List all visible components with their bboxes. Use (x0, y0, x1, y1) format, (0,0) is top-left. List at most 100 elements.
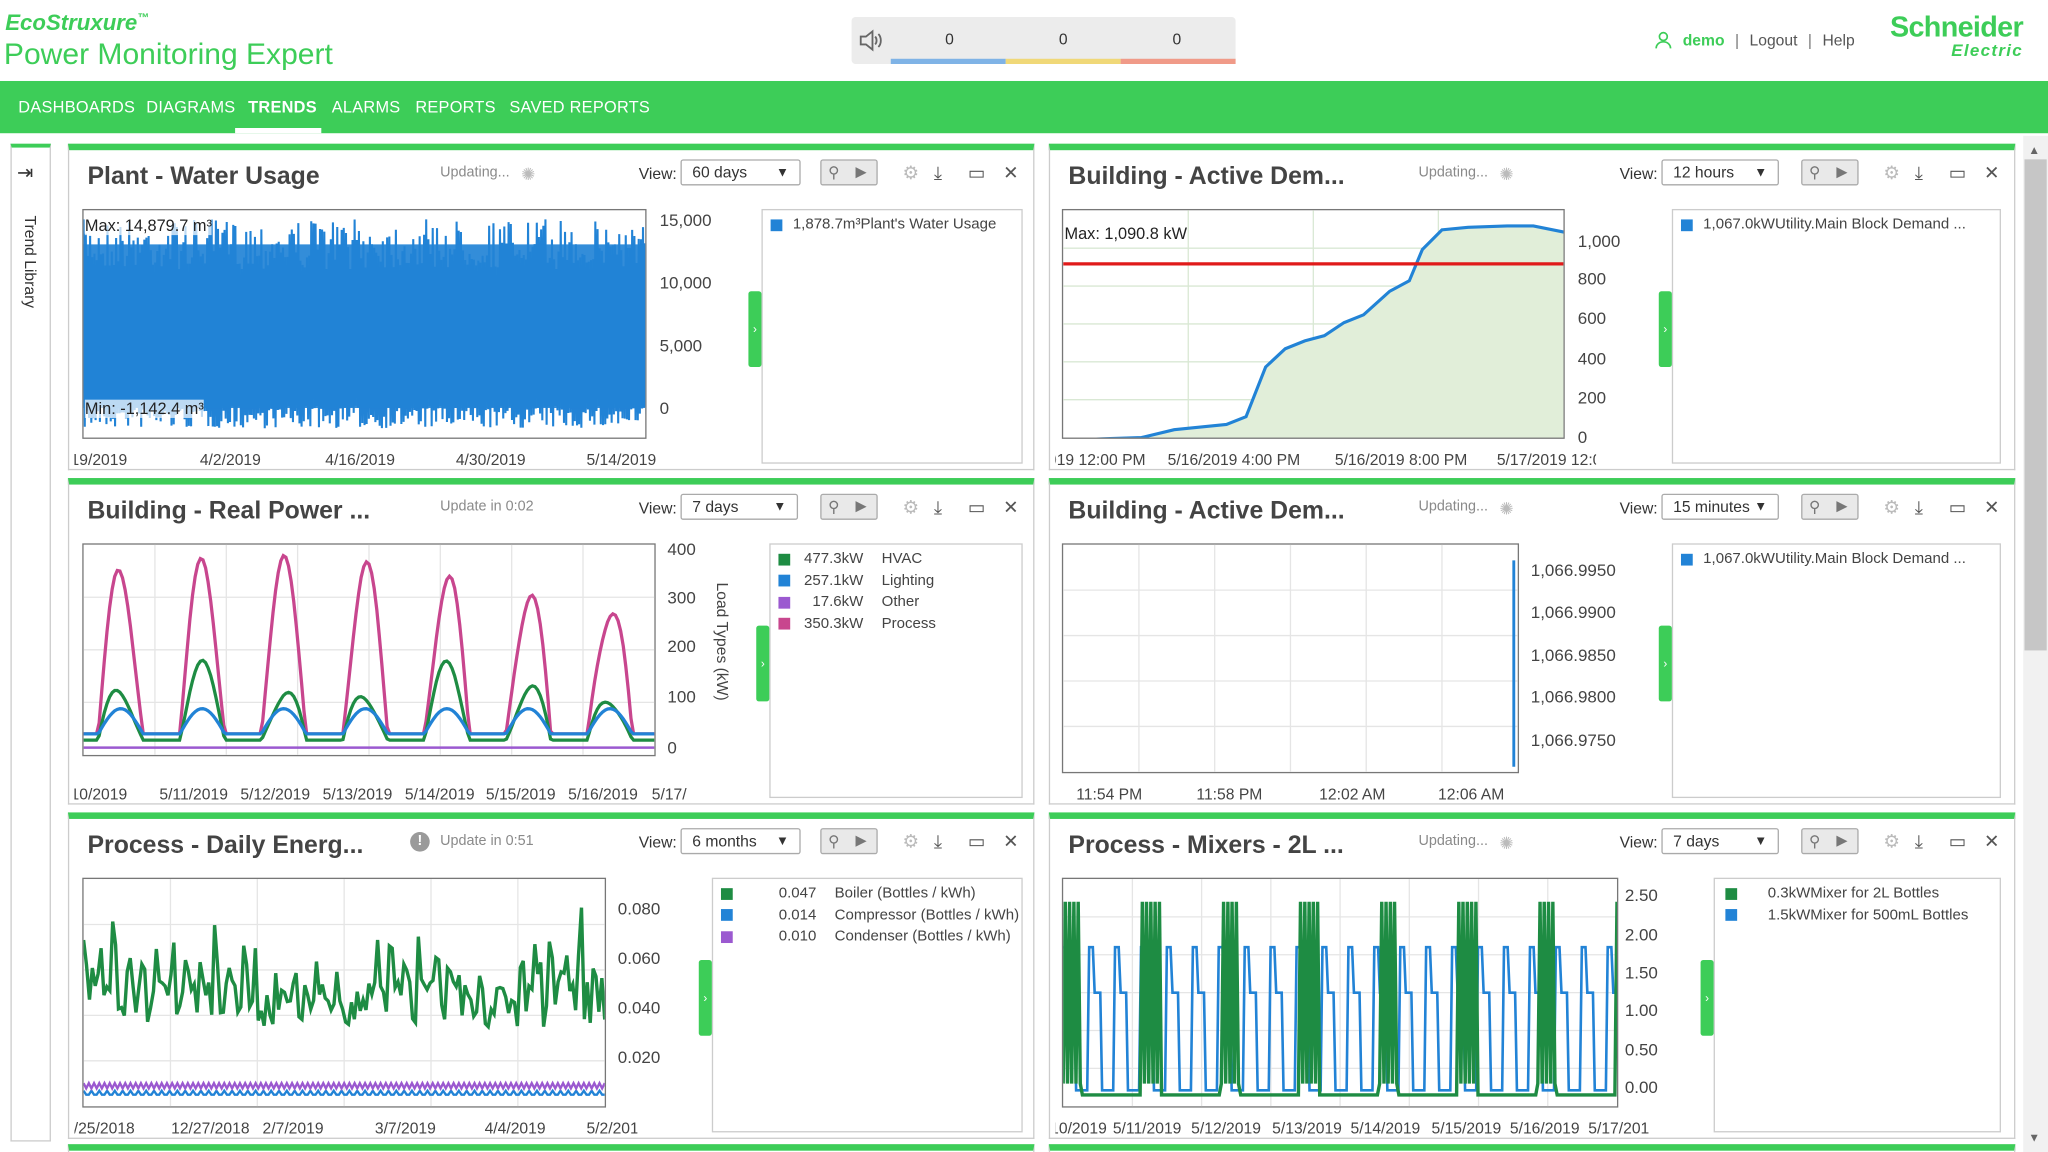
legend-item[interactable]: 257.1kW Lighting (778, 571, 934, 589)
maximize-icon[interactable]: ▭ (1948, 161, 1967, 183)
chevron-right-icon[interactable]: › (748, 291, 762, 368)
nav-diagrams[interactable]: DIAGRAMS (146, 97, 236, 117)
maximize-icon[interactable]: ▭ (1948, 496, 1967, 518)
alarm-summary-bar[interactable]: 0 0 0 (851, 16, 1236, 64)
help-link[interactable]: Help (1822, 31, 1855, 50)
scrollbar-thumb[interactable] (2024, 159, 2047, 651)
view-select[interactable]: 7 days ▼ (680, 493, 799, 520)
nav-trends[interactable]: TRENDS (248, 97, 317, 117)
legend-item[interactable]: 1,067.0kW Utility.Main Block Demand ... (1680, 550, 1966, 568)
chart-plot-area[interactable] (82, 877, 607, 1108)
panel-title[interactable]: Building - Real Power ... (87, 497, 371, 526)
gear-icon[interactable]: ⚙ (1883, 830, 1900, 852)
chevron-right-icon[interactable]: › (698, 959, 712, 1036)
chart-plot-area[interactable] (1061, 543, 1520, 774)
panel-title[interactable]: Building - Active Dem... (1068, 497, 1345, 526)
magnifier-icon[interactable]: ⚲ (828, 163, 840, 182)
view-select[interactable]: 12 hours ▼ (1661, 159, 1779, 186)
zoom-controls[interactable]: ⚲ ▶ (1801, 493, 1859, 520)
legend-item[interactable]: 17.6kW Other (778, 593, 919, 611)
play-icon[interactable]: ▶ (1836, 164, 1848, 181)
close-icon[interactable]: ✕ (1003, 496, 1019, 518)
chevron-right-icon[interactable]: › (1658, 625, 1672, 702)
scroll-up-arrow[interactable]: ▲ (2028, 143, 2041, 157)
download-icon[interactable]: ⤓ (1914, 161, 1923, 183)
magnifier-icon[interactable]: ⚲ (1808, 831, 1821, 851)
panel-title[interactable]: Building - Active Dem... (1068, 163, 1345, 191)
magnifier-icon[interactable]: ⚲ (828, 497, 840, 516)
play-icon[interactable]: ▶ (1836, 833, 1848, 849)
maximize-icon[interactable]: ▭ (967, 496, 986, 518)
nav-alarms[interactable]: ALARMS (331, 97, 401, 117)
panel-title[interactable]: Process - Daily Energ... (87, 831, 364, 860)
legend-item[interactable]: 0.010 Condenser (Bottles / kWh) (720, 927, 1011, 945)
chart-plot-area[interactable] (1061, 208, 1565, 439)
download-icon[interactable]: ⤓ (1914, 496, 1923, 518)
nav-dashboards[interactable]: DASHBOARDS (18, 97, 136, 117)
legend-item[interactable]: 1.5kW Mixer for 500mL Bottles (1725, 906, 1968, 924)
download-icon[interactable]: ⤓ (933, 161, 942, 183)
alarm-count-low[interactable]: 0 (945, 30, 954, 49)
username[interactable]: demo (1682, 31, 1725, 50)
download-icon[interactable]: ⤓ (1914, 830, 1923, 852)
logout-link[interactable]: Logout (1749, 31, 1798, 50)
zoom-controls[interactable]: ⚲ ▶ (820, 159, 878, 186)
chevron-right-icon[interactable]: › (1658, 291, 1672, 368)
nav-reports[interactable]: REPORTS (415, 97, 496, 117)
gear-icon[interactable]: ⚙ (1883, 496, 1900, 518)
close-icon[interactable]: ✕ (1003, 830, 1019, 852)
alarm-count-high[interactable]: 0 (1172, 30, 1182, 49)
speaker-icon[interactable] (857, 27, 886, 53)
legend-item[interactable]: 350.3kW Process (778, 615, 936, 633)
nav-saved-reports[interactable]: SAVED REPORTS (509, 97, 651, 117)
magnifier-icon[interactable]: ⚲ (828, 831, 840, 851)
play-icon[interactable]: ▶ (855, 164, 867, 181)
close-icon[interactable]: ✕ (1983, 830, 2000, 852)
close-icon[interactable]: ✕ (1003, 161, 1019, 183)
zoom-controls[interactable]: ⚲ ▶ (1801, 828, 1859, 855)
view-select[interactable]: 6 months ▼ (680, 828, 801, 855)
close-icon[interactable]: ✕ (1983, 496, 2000, 518)
info-icon[interactable]: ! (410, 831, 430, 852)
view-select[interactable]: 15 minutes ▼ (1661, 493, 1779, 520)
chevron-right-icon[interactable]: › (756, 625, 770, 702)
zoom-controls[interactable]: ⚲ ▶ (820, 493, 878, 520)
scroll-down-arrow[interactable]: ▼ (2028, 1131, 2041, 1145)
alarm-count-medium[interactable]: 0 (1058, 30, 1068, 49)
gear-icon[interactable]: ⚙ (902, 161, 919, 183)
panel-title[interactable]: Process - Mixers - 2L ... (1068, 831, 1344, 860)
trend-library-label[interactable]: Trend Library (20, 215, 40, 309)
gear-icon[interactable]: ⚙ (902, 496, 919, 518)
maximize-icon[interactable]: ▭ (967, 161, 986, 183)
close-icon[interactable]: ✕ (1983, 161, 2000, 183)
play-icon[interactable]: ▶ (1836, 498, 1848, 515)
play-icon[interactable]: ▶ (855, 833, 867, 849)
play-icon[interactable]: ▶ (855, 498, 867, 515)
zoom-controls[interactable]: ⚲ ▶ (820, 828, 878, 855)
gear-icon[interactable]: ⚙ (1883, 161, 1900, 183)
collapse-sidebar-icon[interactable]: ⇥ (16, 161, 34, 185)
legend-item[interactable]: 477.3kW HVAC (778, 550, 922, 568)
magnifier-icon[interactable]: ⚲ (1808, 497, 1821, 516)
zoom-controls[interactable]: ⚲ ▶ (1801, 159, 1859, 186)
maximize-icon[interactable]: ▭ (1948, 830, 1967, 852)
maximize-icon[interactable]: ▭ (967, 830, 986, 852)
download-icon[interactable]: ⤓ (933, 496, 942, 518)
chart-plot-area[interactable] (1061, 877, 1619, 1108)
download-icon[interactable]: ⤓ (933, 830, 942, 852)
magnifier-icon[interactable]: ⚲ (1808, 163, 1821, 182)
panel-title[interactable]: Plant - Water Usage (87, 163, 320, 191)
chevron-right-icon[interactable]: › (1700, 959, 1714, 1036)
view-select[interactable]: 7 days ▼ (1661, 828, 1779, 855)
legend-item[interactable]: 0.3kW Mixer for 2L Bottles (1725, 884, 1939, 902)
legend-item[interactable]: 0.047 Boiler (Bottles / kWh) (720, 884, 976, 902)
legend-item[interactable]: 0.014 Compressor (Bottles / kWh) (720, 906, 1019, 924)
chart-plot-area[interactable] (82, 208, 647, 439)
legend-item[interactable]: 1,067.0kW Utility.Main Block Demand ... (1680, 216, 1966, 234)
gear-icon[interactable]: ⚙ (902, 830, 919, 852)
chart-plot-area[interactable] (82, 543, 656, 757)
legend-item[interactable]: 1,878.7m³ Plant's Water Usage (770, 216, 996, 234)
view-select[interactable]: 60 days ▼ (680, 159, 801, 186)
page-scrollbar[interactable]: ▲ ▼ (2023, 135, 2048, 1152)
trend-library-sidebar[interactable]: ⇥ Trend Library (10, 143, 51, 1142)
